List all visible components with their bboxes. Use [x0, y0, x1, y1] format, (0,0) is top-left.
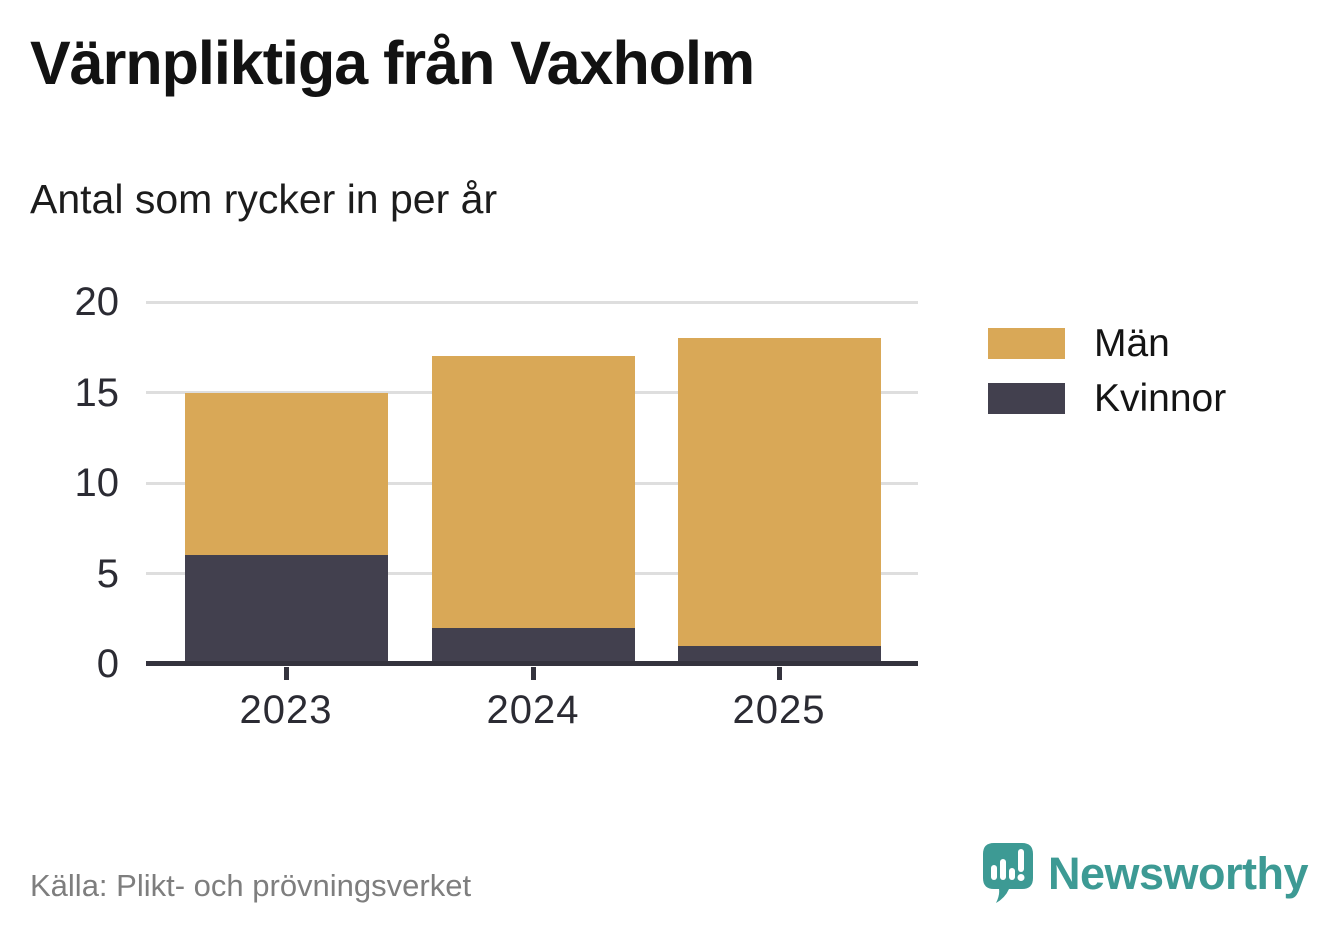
x-tick-label-2023: 2023: [239, 688, 333, 732]
y-tick-label-20: 20: [74, 280, 120, 324]
bar-män-2025: [677, 338, 881, 646]
x-tick-mark-2023: [283, 667, 289, 680]
bar-män-2023: [184, 392, 388, 556]
y-tick-label-5: 5: [96, 551, 119, 596]
gridline-20: [146, 300, 918, 304]
legend-swatch-women: [988, 383, 1065, 414]
legend-swatch-men: [988, 328, 1065, 359]
bar-kvinnor-2025: [677, 645, 881, 664]
x-tick-mark-2025: [776, 667, 782, 680]
bar-kvinnor-2024: [431, 627, 635, 664]
legend-item-women: Kvinnor: [988, 379, 1226, 418]
y-tick-label-10: 10: [74, 461, 120, 505]
x-tick-label-2024: 2024: [486, 688, 580, 732]
plot-area: 0 5 10 15 20 2023 2024 2025: [75, 282, 918, 730]
x-tick-mark-2024: [530, 667, 536, 680]
bar-kvinnor-2023: [184, 555, 388, 664]
legend: Män Kvinnor: [988, 324, 1226, 418]
y-tick-label-15: 15: [74, 370, 120, 415]
newsworthy-logo: [983, 843, 1033, 903]
legend-label-men: Män: [1094, 322, 1170, 365]
legend-item-men: Män: [988, 324, 1226, 363]
chart-title: Värnpliktiga från Vaxholm: [30, 29, 755, 97]
legend-label-women: Kvinnor: [1094, 377, 1227, 420]
brand-block: Newsworthy: [981, 841, 1309, 905]
newsworthy-wordmark: Newsworthy: [1048, 847, 1309, 899]
chart-subtitle: Antal som rycker in per år: [30, 176, 498, 222]
x-axis-line: [146, 661, 918, 666]
source-note: Källa: Plikt- och prövningsverket: [30, 868, 472, 903]
bar-män-2024: [431, 356, 635, 628]
y-tick-label-0: 0: [96, 642, 119, 686]
x-tick-label-2025: 2025: [732, 688, 826, 732]
